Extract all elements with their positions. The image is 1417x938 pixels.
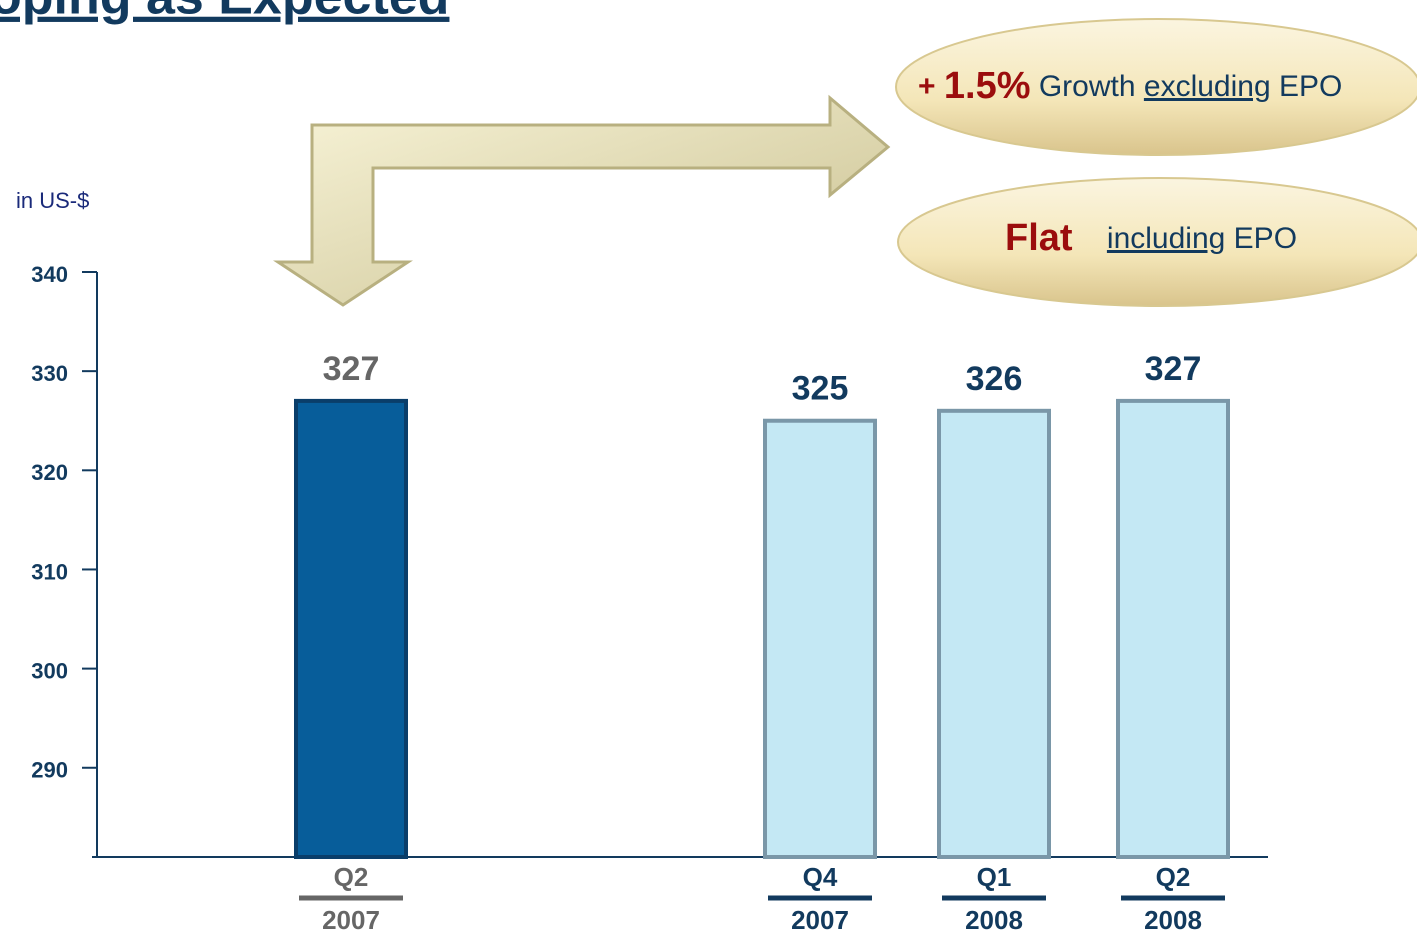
sign: + [918,70,936,103]
qualifier: excluding [1144,70,1271,103]
x-tick-label: 2007 [791,905,849,935]
growth-value: 1.5% [944,65,1031,107]
flat-word: Flat [1005,217,1073,259]
x-tick-label: 2007 [322,905,380,935]
callout [895,18,1417,156]
word: Growth [1039,70,1136,103]
data-label: 327 [1145,350,1202,388]
item: EPO [1234,222,1297,255]
data-label: 326 [966,360,1023,398]
x-tick-label: Q2 [1156,862,1191,892]
data-label: 327 [323,350,380,388]
x-tick-label: 2008 [1144,905,1202,935]
bar [763,418,877,859]
x-tick-label: 2008 [965,905,1023,935]
y-tick-label: 300 [31,658,68,683]
y-tick-label: 340 [31,262,68,287]
x-tick-label: Q4 [803,862,838,892]
callout [897,177,1417,307]
flat-note: Flat including EPO [1005,217,1297,259]
qualifier: including [1107,222,1225,255]
bar [937,408,1051,859]
bar [294,398,408,859]
y-tick-label: 320 [31,460,68,485]
arrow [273,94,891,307]
y-tick-label: 310 [31,559,68,584]
y-tick-label: 290 [31,758,68,783]
x-tick-label: Q1 [977,862,1012,892]
y-axis-label: in US-$ [16,188,89,213]
item: EPO [1279,70,1342,103]
data-label: 325 [792,370,849,408]
chart-title: oping as Expected [0,0,449,26]
y-tick-label: 330 [31,361,68,386]
x-tick-label: Q2 [334,862,369,892]
growth-note: + 1.5% Growth excluding EPO [918,65,1342,107]
bar [1116,398,1230,859]
